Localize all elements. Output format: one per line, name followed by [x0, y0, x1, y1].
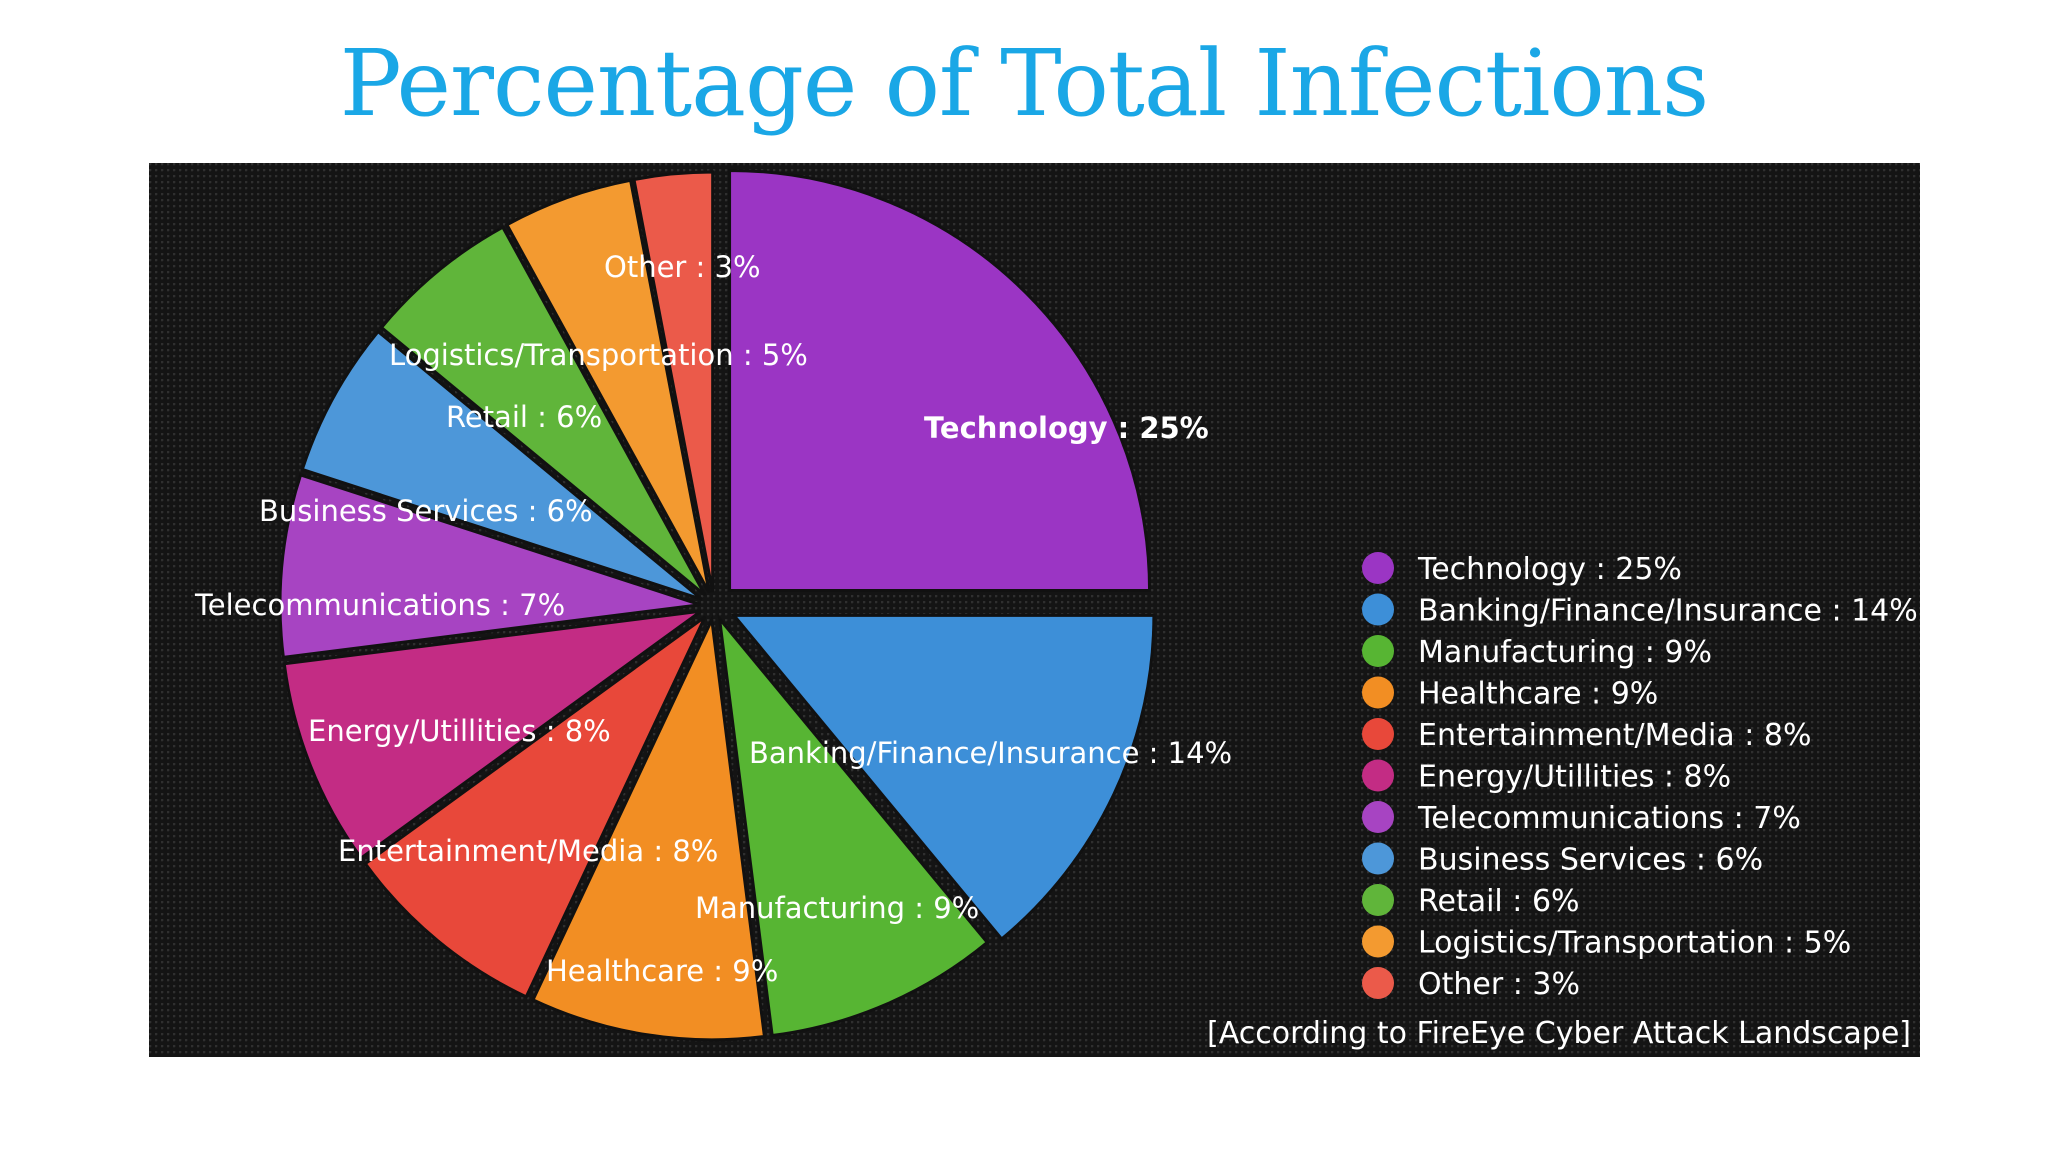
pie-chart: Technology : 25% Banking/Finance/Insuranc… [194, 168, 1918, 1051]
pie-slice-telecommunications [278, 473, 701, 659]
page-title: Percentage of Total Infections [339, 30, 1709, 137]
pie-slice-energy-utillities [282, 609, 702, 861]
legend-swatch [1362, 967, 1394, 999]
legend-label: Technology : 25% [1417, 552, 1682, 587]
pie-slice-retail [379, 225, 707, 597]
legend-swatch [1362, 676, 1394, 709]
slice-label: Banking/Finance/Insurance : 14% [749, 736, 1232, 770]
slice-label: Energy/Utillities : 8% [308, 714, 611, 748]
legend-swatch [1362, 759, 1394, 792]
source-note: [According to FireEye Cyber Attack Lands… [1207, 1016, 1911, 1051]
slice-label: Other : 3% [604, 250, 761, 284]
slice-label: Entertainment/Media : 8% [338, 834, 718, 868]
legend-swatch [1362, 925, 1394, 958]
legend-swatch [1362, 718, 1394, 750]
legend-label: Manufacturing : 9% [1418, 635, 1712, 670]
legend-label: Healthcare : 9% [1418, 677, 1658, 712]
pie-slice-technology [728, 168, 1152, 592]
slice-label: Logistics/Transportation : 5% [389, 338, 808, 372]
legend-label: Other : 3% [1418, 967, 1580, 1002]
pie-slices [278, 168, 1156, 1042]
slice-label: Business Services : 6% [259, 494, 593, 528]
pie-slice-entertainment-media [363, 615, 707, 999]
chart-panel: Technology : 25% Banking/Finance/Insuranc… [149, 163, 1920, 1057]
legend-swatch [1362, 842, 1394, 875]
legend-label: Retail : 6% [1418, 884, 1580, 919]
pie-slice-banking-finance-insurance [730, 613, 1156, 942]
slice-label: Telecommunications : 7% [194, 588, 565, 622]
legend-label: Logistics/Transportation : 5% [1418, 926, 1851, 961]
slice-label: Manufacturing : 9% [695, 891, 979, 925]
legend-label: Energy/Utillities : 8% [1418, 760, 1731, 795]
legend-label: Business Services : 6% [1418, 843, 1763, 878]
slice-label: Technology : 25% [924, 411, 1209, 445]
legend-swatch [1362, 801, 1394, 833]
pie-slice-business-services [300, 329, 703, 601]
pie-slice-other [632, 170, 715, 593]
legend-label: Banking/Finance/Insurance : 14% [1418, 594, 1918, 629]
slice-label: Healthcare : 9% [546, 954, 778, 988]
pie-slice-logistics-transportation [504, 178, 711, 594]
legend-label: Telecommunications : 7% [1417, 801, 1801, 836]
pie-slice-healthcare [530, 614, 767, 1042]
legend-swatch [1362, 635, 1394, 667]
slice-labels: Technology : 25% Banking/Finance/Insuranc… [194, 250, 1232, 988]
legend-swatch [1362, 552, 1394, 584]
legend-swatch [1362, 593, 1394, 626]
slice-label: Retail : 6% [446, 400, 602, 434]
legend: Technology : 25% Banking/Finance/Insuranc… [1362, 552, 1918, 1002]
legend-label: Entertainment/Media : 8% [1418, 718, 1811, 753]
pie-slice-manufacturing [717, 613, 990, 1038]
legend-swatch [1362, 884, 1394, 916]
